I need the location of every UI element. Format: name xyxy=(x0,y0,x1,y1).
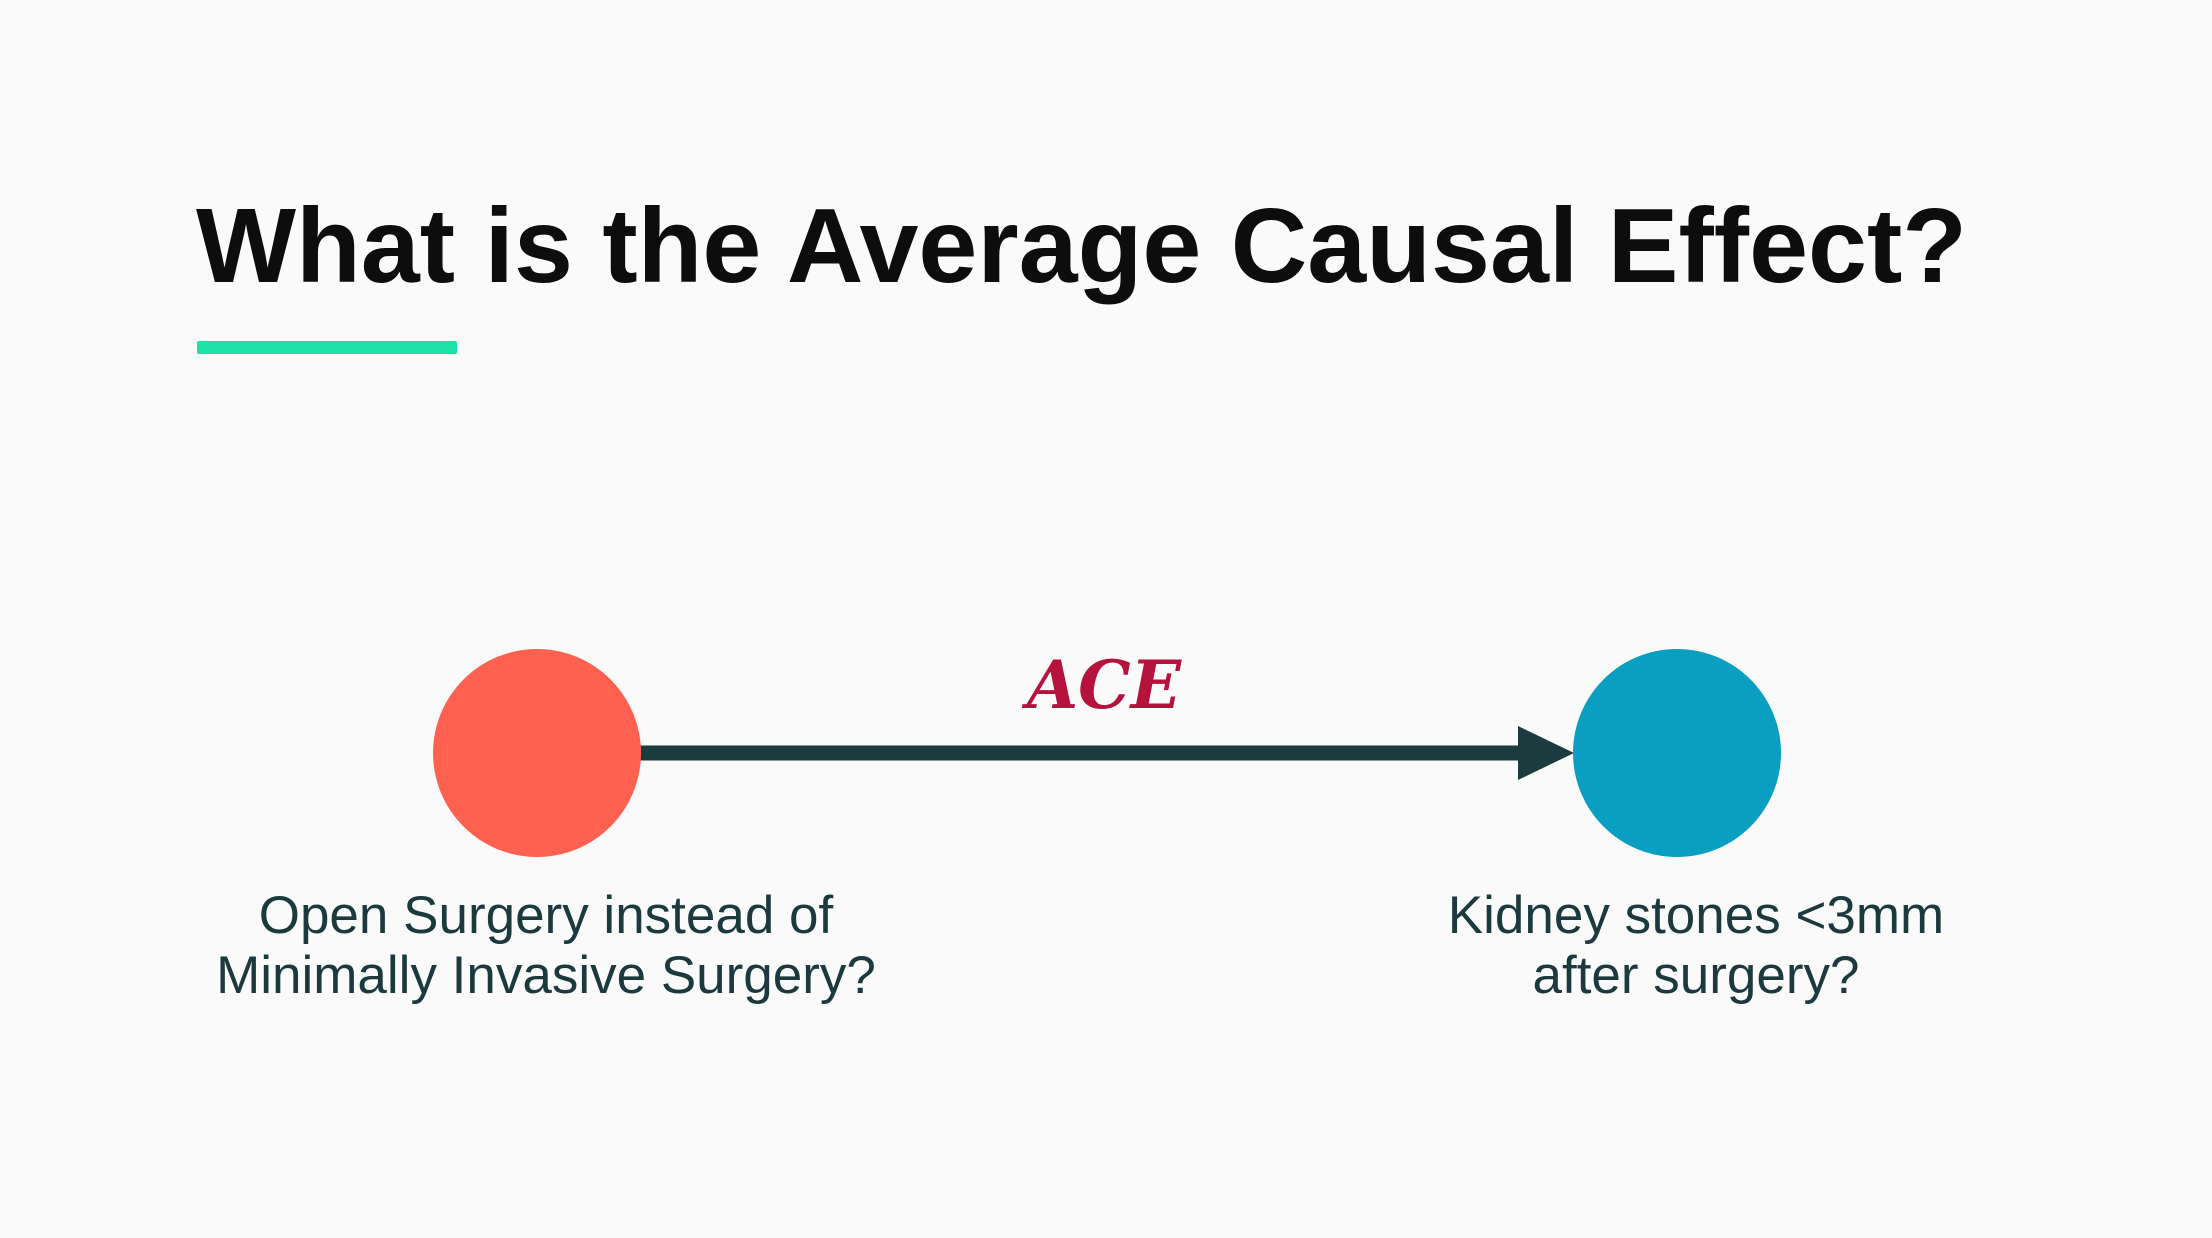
causal-arrow-head xyxy=(1518,726,1574,780)
treatment-node-label: Open Surgery instead of Minimally Invasi… xyxy=(146,886,946,1006)
title-accent-underline xyxy=(197,341,457,354)
slide-title: What is the Average Causal Effect? xyxy=(196,187,1968,305)
outcome-label-line: after surgery? xyxy=(1532,946,1860,1005)
outcome-node-label: Kidney stones <3mm after surgery? xyxy=(1296,886,2096,1006)
ace-edge-label: ACE xyxy=(1021,646,1183,724)
treatment-label-line: Open Surgery instead of xyxy=(258,886,834,945)
outcome-label-line: Kidney stones <3mm xyxy=(1447,886,1945,945)
treatment-node xyxy=(433,649,641,857)
outcome-node xyxy=(1573,649,1781,857)
treatment-label-line: Minimally Invasive Surgery? xyxy=(216,946,876,1005)
